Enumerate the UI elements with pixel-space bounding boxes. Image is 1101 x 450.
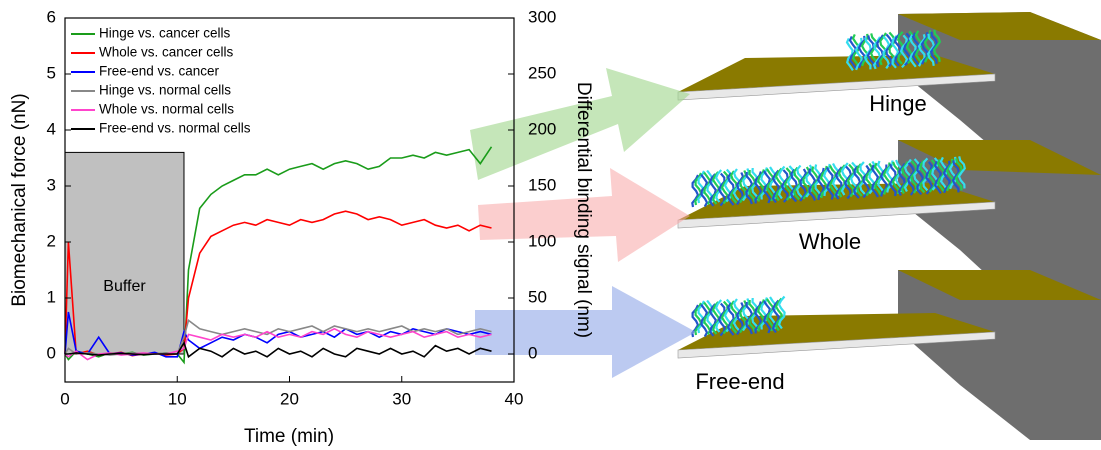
- legend-label: Free-end vs. cancer: [99, 64, 220, 79]
- x-tick-label: 40: [505, 389, 524, 408]
- y-tick-label: 4: [47, 119, 56, 138]
- y2-tick-label: 150: [528, 175, 556, 194]
- legend-label: Hinge vs. cancer cells: [99, 26, 231, 41]
- legend-label: Whole vs. normal cells: [99, 102, 234, 117]
- x-tick-label: 30: [392, 389, 411, 408]
- y2-tick-label: 300: [528, 7, 556, 26]
- illustration: Hinge Whole Free-end: [470, 12, 1101, 440]
- y2-tick-label: 200: [528, 119, 556, 138]
- y-tick-label: 3: [47, 175, 56, 194]
- y-tick-label: 2: [47, 231, 56, 250]
- y2-tick-label: 50: [528, 287, 547, 306]
- y2-tick-label: 100: [528, 231, 556, 250]
- annotation: Hinge: [869, 91, 926, 116]
- y-tick-label: 1: [47, 287, 56, 306]
- figure: Hinge Whole Free-end Buffer0102030400123…: [0, 0, 1101, 450]
- x-tick-label: 0: [60, 389, 69, 408]
- legend-label: Free-end vs. normal cells: [99, 121, 251, 136]
- x-axis-title: Time (min): [244, 426, 334, 447]
- shaded-region: [65, 152, 184, 354]
- y2-tick-label: 250: [528, 63, 556, 82]
- x-tick-label: 20: [280, 389, 299, 408]
- x-tick-label: 10: [168, 389, 187, 408]
- y-axis-title: Biomechanical force (nN): [9, 93, 30, 306]
- y2-tick-label: 0: [528, 343, 537, 362]
- annotation: Free-end: [695, 369, 784, 394]
- y2-axis-title: Differential binding signal (nm): [573, 82, 594, 338]
- y-tick-label: 0: [47, 343, 56, 362]
- legend-label: Whole vs. cancer cells: [99, 45, 234, 60]
- y-tick-label: 6: [47, 7, 56, 26]
- legend-label: Hinge vs. normal cells: [99, 83, 231, 98]
- region-label: Buffer: [103, 278, 146, 295]
- y-tick-label: 5: [47, 63, 56, 82]
- annotation: Whole: [799, 229, 861, 254]
